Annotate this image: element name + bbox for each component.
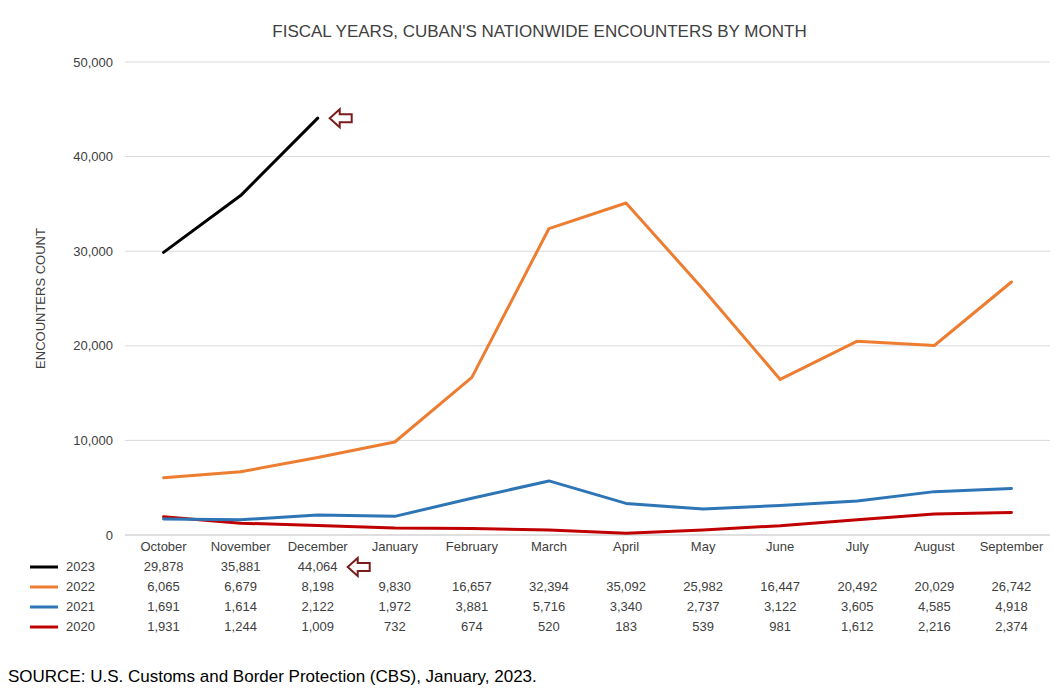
x-tick-label: August [914,539,955,554]
x-tick-label: November [211,539,272,554]
x-tick-label: July [846,539,870,554]
x-tick-label: September [980,539,1044,554]
y-tick-label: 40,000 [73,149,113,164]
source: SOURCE: U.S. Customs and Border Protecti… [8,667,537,686]
table-value: 8,198 [301,579,334,594]
table-value: 25,982 [683,579,723,594]
y-tick-label: 10,000 [73,433,113,448]
table-value: 1,244 [224,619,257,634]
legend-label: 2021 [66,599,95,614]
x-tick-label: October [140,539,187,554]
annotation-arrow [348,558,370,576]
x-tick-label: March [531,539,567,554]
title: FISCAL YEARS, CUBAN'S NATIONWIDE ENCOUNT… [272,22,806,41]
series-line [164,118,318,252]
table-value: 1,614 [224,599,257,614]
grid-line [125,535,1050,536]
table-value: 20,029 [914,579,954,594]
table-value: 2,374 [995,619,1028,634]
grid-line [125,62,1050,63]
table-value: 1,972 [379,599,412,614]
table-value: 732 [384,619,406,634]
table-value: 35,881 [221,559,261,574]
table-value: 981 [769,619,791,634]
plot-area [164,118,1012,533]
table-value: 9,830 [379,579,412,594]
table-value: 2,122 [301,599,334,614]
table-value: 183 [615,619,637,634]
grid-line [125,156,1050,157]
annotation-arrow [330,109,352,127]
legend-swatch [30,606,58,609]
table-value: 16,447 [760,579,800,594]
x-tick-label: May [691,539,716,554]
table-value: 16,657 [452,579,492,594]
legend-swatch [30,566,58,569]
table-value: 520 [538,619,560,634]
x-tick-label: January [372,539,419,554]
grid-line [125,251,1050,252]
table-value: 5,716 [533,599,566,614]
table-value: 1,612 [841,619,874,634]
table-value: 3,605 [841,599,874,614]
y-tick-label: 0 [106,528,113,543]
table-value: 35,092 [606,579,646,594]
chart: FISCAL YEARS, CUBAN'S NATIONWIDE ENCOUNT… [0,0,1063,691]
table-value: 2,216 [918,619,951,634]
x-tick-label: December [288,539,349,554]
table-value: 3,881 [456,599,489,614]
table-value: 1,009 [301,619,334,634]
x-tick-label: April [613,539,639,554]
series-line [164,203,1012,478]
table-value: 674 [461,619,483,634]
y-axis-label: ENCOUNTERS COUNT [33,228,48,369]
x-tick-label: February [446,539,499,554]
y-tick-label: 30,000 [73,244,113,259]
table-value: 32,394 [529,579,569,594]
x-tick-label: June [766,539,794,554]
table-value: 3,340 [610,599,643,614]
table-value: 6,065 [147,579,180,594]
table-value: 4,918 [995,599,1028,614]
grid-line [125,440,1050,441]
y-tick-label: 50,000 [73,55,113,70]
table-value: 26,742 [992,579,1032,594]
legend-label: 2020 [66,619,95,634]
table-value: 2,737 [687,599,720,614]
table-value: 44,064 [298,559,338,574]
legend-swatch [30,626,58,629]
y-tick-label: 20,000 [73,338,113,353]
table-value: 6,679 [224,579,257,594]
table-value: 20,492 [837,579,877,594]
table-value: 4,585 [918,599,951,614]
table-value: 1,691 [147,599,180,614]
legend-label: 2023 [66,559,95,574]
table-value: 3,122 [764,599,797,614]
series-line [164,481,1012,520]
legend-label: 2022 [66,579,95,594]
table-value: 29,878 [144,559,184,574]
table-value: 1,931 [147,619,180,634]
legend-swatch [30,586,58,589]
table-value: 539 [692,619,714,634]
